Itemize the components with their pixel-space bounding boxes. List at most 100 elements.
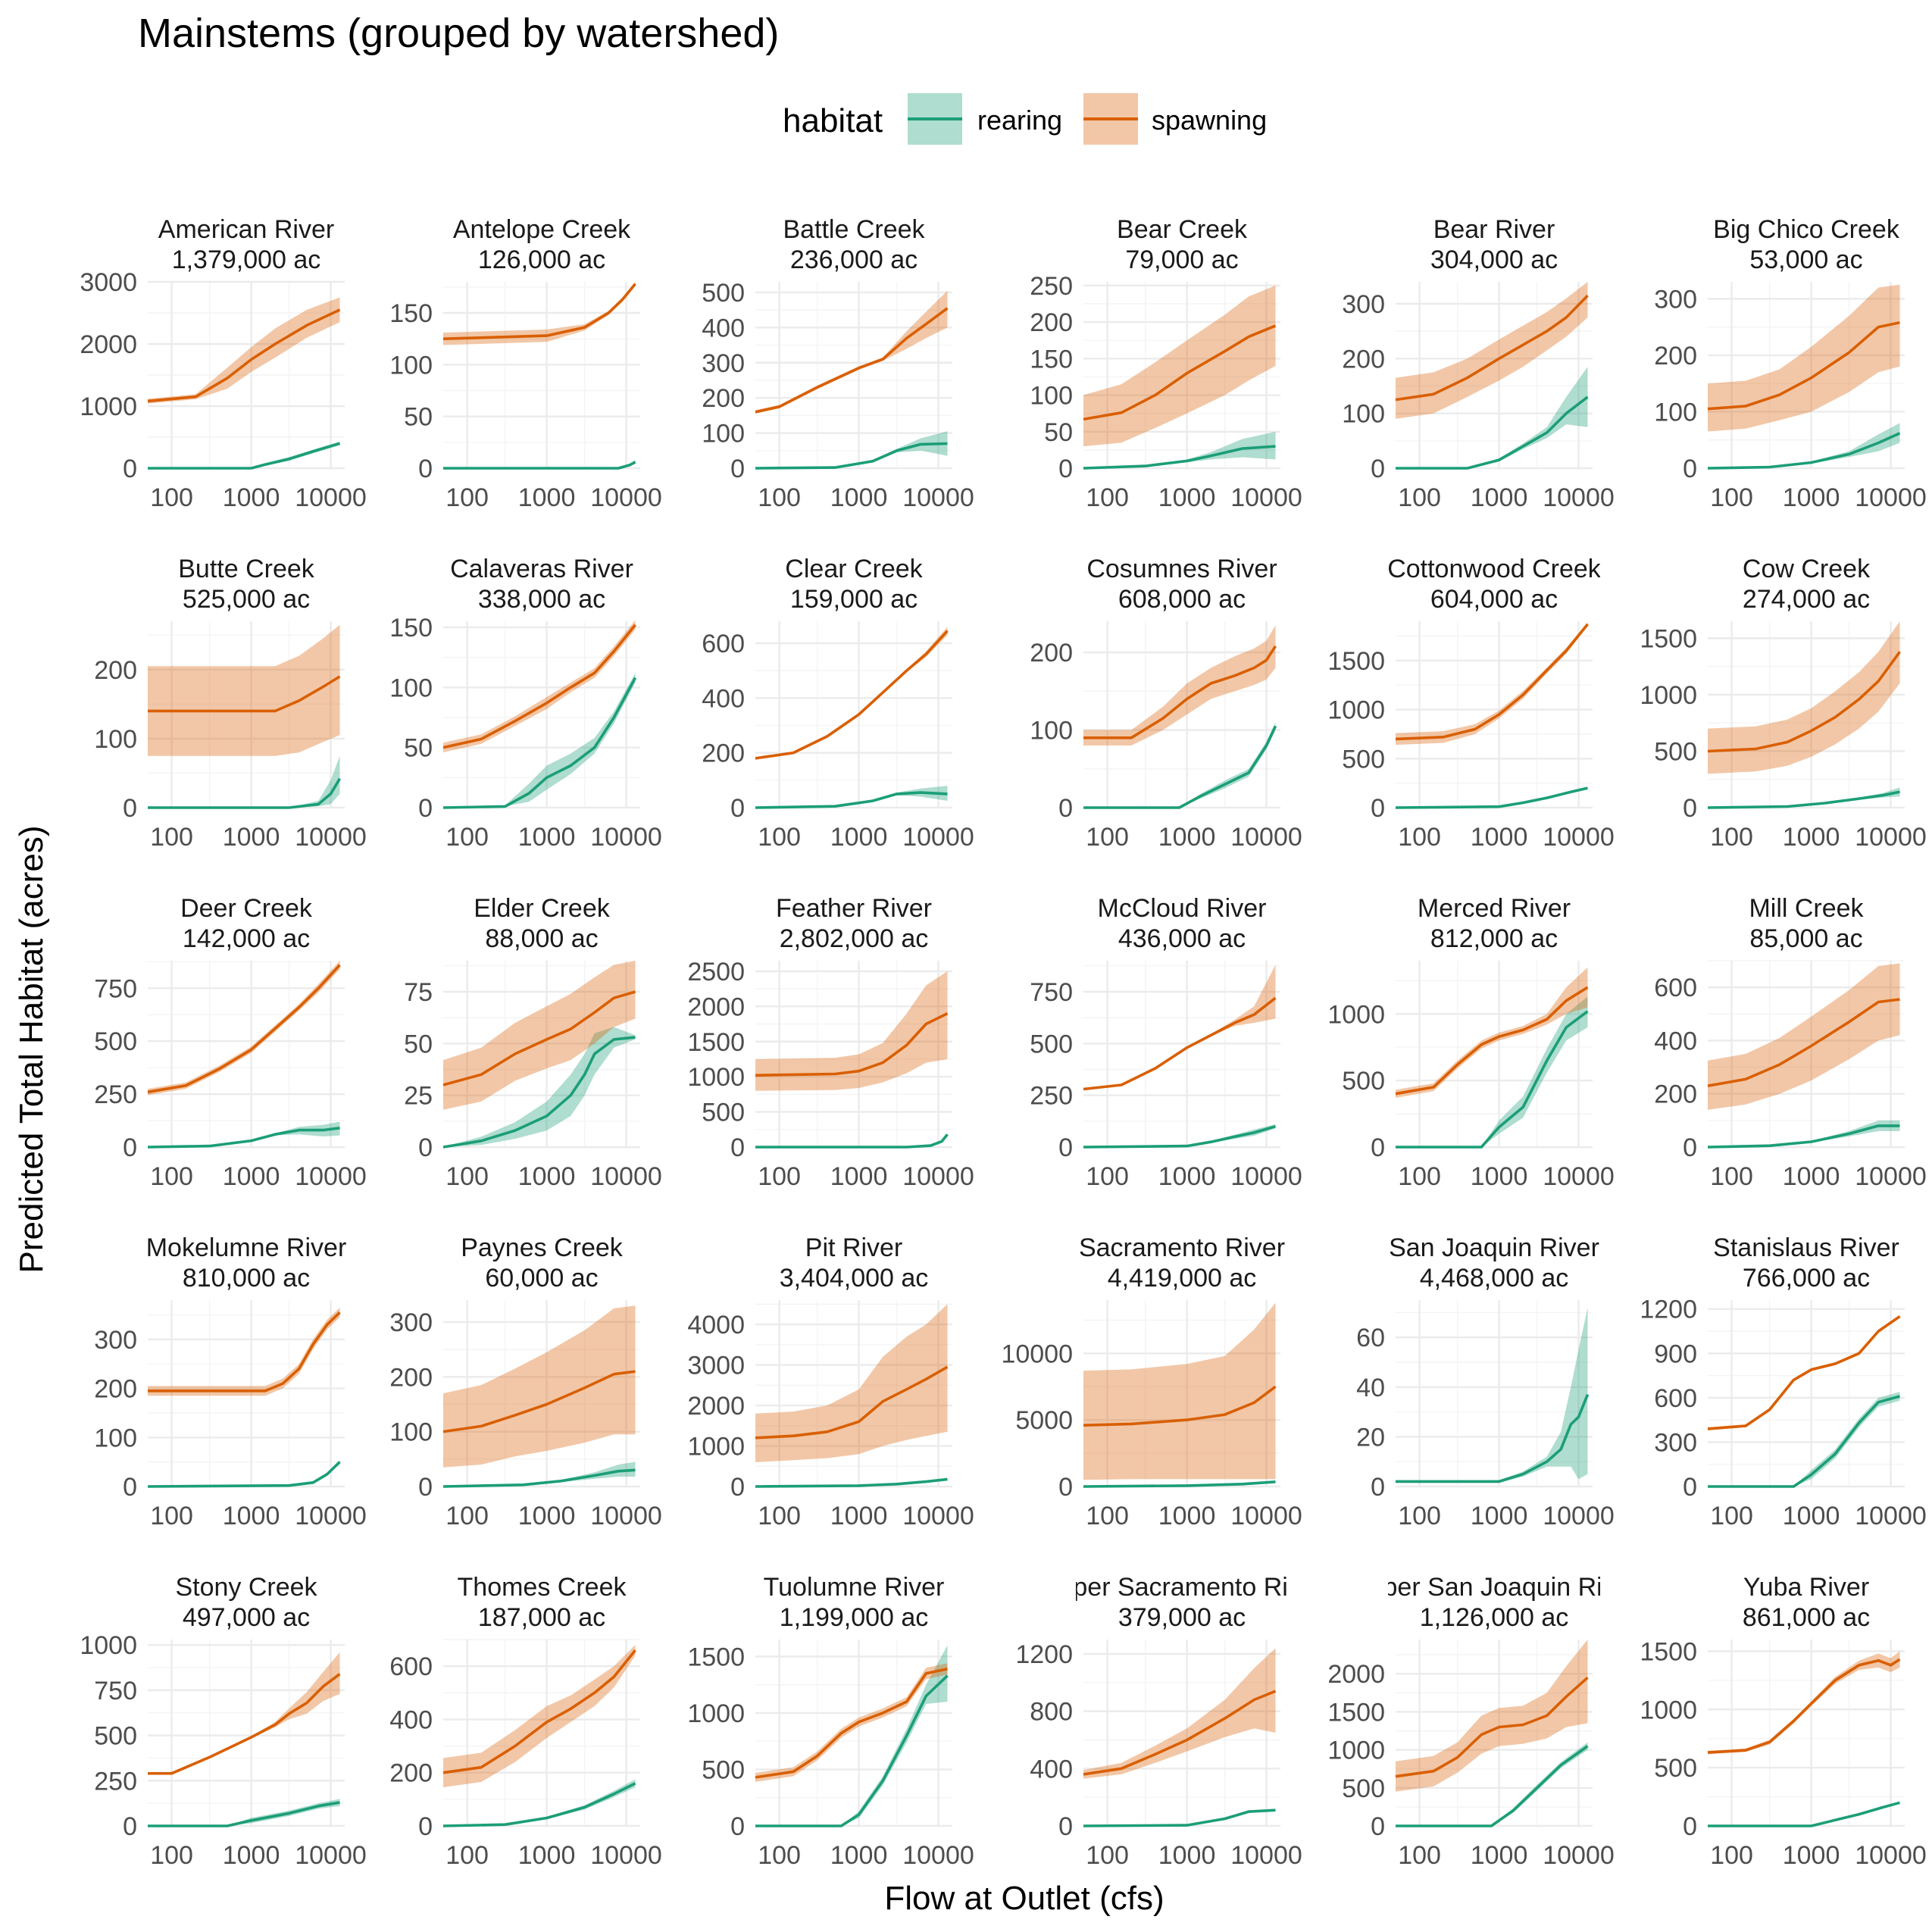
rearing-line — [148, 777, 342, 809]
y-tick-label: 100 — [1342, 400, 1385, 429]
panel-stanislaus-river: 0 300 600 900 1200 100 1000 10000 Stanislaus Riv… — [1640, 1233, 1926, 1530]
x-tick-label: 10000 — [590, 1502, 662, 1530]
x-tick-label: 1000 — [518, 1841, 576, 1870]
strip-area: 608,000 ac — [1118, 585, 1246, 614]
rearing-line — [755, 791, 948, 809]
y-tick-label: 20 — [1356, 1423, 1385, 1452]
rearing-line — [755, 1477, 948, 1488]
y-tick-label: 250 — [94, 1080, 137, 1109]
y-tick-label: 0 — [1371, 794, 1385, 823]
x-tick-label: 100 — [445, 1502, 489, 1530]
spawning-ribbon — [1708, 284, 1900, 432]
strip-area: 497,000 ac — [183, 1603, 310, 1632]
strip-area: 810,000 ac — [183, 1264, 310, 1293]
x-tick-label: 100 — [445, 483, 489, 512]
rearing-ribbon — [1396, 996, 1588, 1147]
strip-area: 60,000 ac — [485, 1264, 598, 1293]
y-tick-label: 0 — [1371, 1812, 1385, 1841]
y-tick-label: 300 — [1342, 290, 1385, 319]
strip-area: 236,000 ac — [790, 245, 918, 274]
spawning-ribbon — [755, 1304, 948, 1462]
y-tick-label: 0 — [1058, 794, 1073, 823]
x-tick-label: 10000 — [1855, 1841, 1927, 1870]
rearing-ribbon — [148, 755, 340, 808]
rearing-line — [1083, 1480, 1276, 1488]
x-tick-label: 10000 — [590, 483, 662, 512]
rearing-line — [1083, 1124, 1277, 1149]
y-tick-label: 0 — [123, 455, 137, 483]
y-tick-label: 50 — [1044, 418, 1073, 447]
x-tick-label: 10000 — [1855, 823, 1927, 852]
x-tick-label: 100 — [150, 1162, 193, 1191]
strip-area: 861,000 ac — [1743, 1603, 1870, 1632]
y-tick-label: 100 — [702, 420, 745, 449]
spawning-line — [755, 1011, 949, 1077]
strip-name: Clear Creek — [785, 555, 923, 583]
y-tick-label: 0 — [123, 794, 137, 823]
x-tick-label: 10000 — [902, 1162, 974, 1191]
spawning-line — [442, 990, 636, 1086]
y-tick-label: 5000 — [1015, 1406, 1073, 1435]
y-tick-label: 1000 — [1327, 1737, 1385, 1765]
y-tick-label: 1200 — [1640, 1296, 1697, 1324]
panel-bear-creek: 0 50 100 150 200 250 100 1000 10000 Bear Creek79,… — [1030, 215, 1302, 512]
y-tick-label: 0 — [418, 1812, 433, 1841]
spawning-ribbon — [1708, 621, 1900, 774]
y-tick-label: 0 — [730, 794, 745, 823]
y-tick-label: 150 — [1030, 345, 1073, 374]
y-tick-label: 3000 — [687, 1352, 745, 1380]
y-tick-label: 200 — [389, 1363, 433, 1392]
rearing-line — [147, 1461, 341, 1488]
spawning-line — [1395, 986, 1589, 1096]
strip-area: 85,000 ac — [1749, 924, 1862, 953]
rearing-line — [1707, 1124, 1900, 1149]
panel-merced-river: 0 500 1000 100 1000 10000 Merced River812,000 … — [1327, 894, 1614, 1191]
strip-area: 766,000 ac — [1743, 1264, 1870, 1293]
x-tick-label: 10000 — [1230, 1502, 1302, 1530]
y-tick-label: 0 — [123, 1812, 137, 1841]
y-tick-label: 100 — [1030, 717, 1073, 746]
x-tick-label: 1000 — [830, 823, 888, 852]
spawning-line — [442, 283, 636, 340]
x-tick-label: 10000 — [1230, 823, 1302, 852]
rearing-line — [755, 1133, 949, 1149]
y-tick-label: 400 — [1654, 1027, 1697, 1055]
y-tick-label: 0 — [1371, 1133, 1385, 1162]
y-tick-label: 300 — [1654, 285, 1697, 314]
y-tick-label: 400 — [1030, 1755, 1073, 1784]
x-tick-label: 10000 — [1230, 1162, 1302, 1191]
strip-name: San Joaquin River — [1389, 1233, 1599, 1262]
rearing-ribbon — [1396, 787, 1588, 808]
y-tick-label: 200 — [1030, 639, 1073, 667]
x-tick-label: 10000 — [295, 1162, 367, 1191]
y-tick-label: 150 — [389, 614, 433, 642]
strip-name: Upper San Joaquin River — [1350, 1573, 1638, 1602]
spawning-ribbon — [755, 971, 948, 1091]
x-tick-label: 1000 — [1783, 823, 1840, 852]
y-tick-label: 500 — [702, 1099, 745, 1127]
rearing-ribbon — [148, 1121, 340, 1147]
strip-area: 1,199,000 ac — [780, 1603, 929, 1632]
strip-name: American River — [158, 215, 334, 244]
x-tick-label: 10000 — [1855, 1502, 1927, 1530]
legend-label-spawning: spawning — [1152, 105, 1267, 136]
spawning-line — [148, 1672, 341, 1775]
y-tick-label: 0 — [730, 455, 745, 483]
spawning-line — [1395, 294, 1589, 402]
strip-name: Feather River — [776, 894, 932, 923]
y-tick-label: 200 — [702, 384, 745, 413]
y-tick-label: 0 — [1683, 794, 1697, 823]
x-tick-label: 10000 — [1543, 1162, 1615, 1191]
